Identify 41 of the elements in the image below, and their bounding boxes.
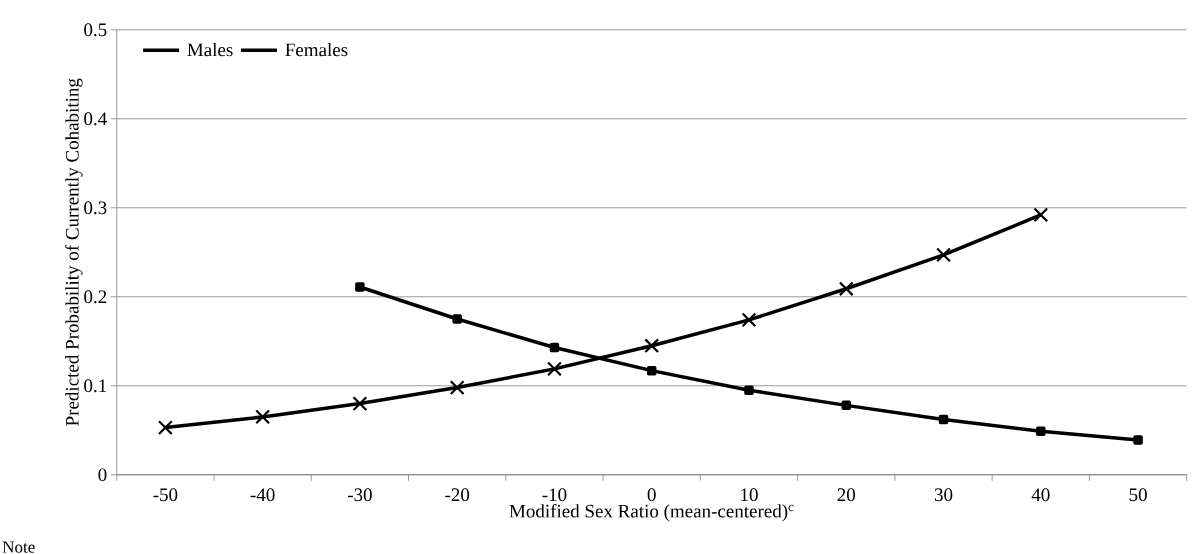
point	[549, 342, 560, 353]
x-tick-label: 10	[741, 488, 758, 502]
x-axis-title: Modified Sex Ratio (mean-centered)$^{c}$	[509, 504, 794, 522]
point	[938, 414, 949, 425]
x-tick-label: -50	[153, 488, 178, 502]
x-tick-label: -20	[445, 488, 470, 502]
y-tick-label: 0.3	[84, 201, 107, 215]
x-tick-label: -10	[542, 488, 567, 502]
x-tick-label: 0	[647, 488, 656, 502]
point	[157, 420, 173, 436]
x-tick-label: 40	[1031, 488, 1050, 502]
y-tick-label: 0.2	[84, 290, 107, 304]
y-tick-label: 0.4	[84, 112, 107, 126]
point	[838, 281, 854, 297]
y-tick-label: 0	[98, 468, 107, 482]
point	[355, 282, 365, 292]
point	[546, 361, 562, 377]
x-tick-label: -40	[250, 488, 275, 502]
point	[646, 365, 657, 376]
point	[841, 400, 852, 411]
y-tick-label: 0.1	[84, 379, 107, 393]
point	[741, 312, 757, 328]
point	[1033, 207, 1049, 223]
text: Note	[2, 541, 35, 553]
point	[644, 338, 660, 354]
legend-label: Females	[285, 42, 348, 57]
point	[744, 385, 754, 395]
y-tick-label: 0.5	[84, 23, 107, 37]
point	[1133, 435, 1143, 445]
x-tick-label: -30	[347, 488, 372, 502]
x-tick-label: 30	[934, 488, 953, 502]
x-tick-label: 20	[837, 488, 856, 502]
point	[452, 314, 462, 324]
point	[1036, 426, 1046, 436]
point	[936, 247, 951, 263]
x-tick-label: 50	[1129, 488, 1147, 502]
point	[449, 380, 465, 396]
y-axis-title: Predicted Probability of Currently Cohabiting	[65, 78, 83, 426]
point	[352, 396, 368, 412]
legend-label: Males	[187, 42, 233, 57]
point	[255, 409, 271, 425]
